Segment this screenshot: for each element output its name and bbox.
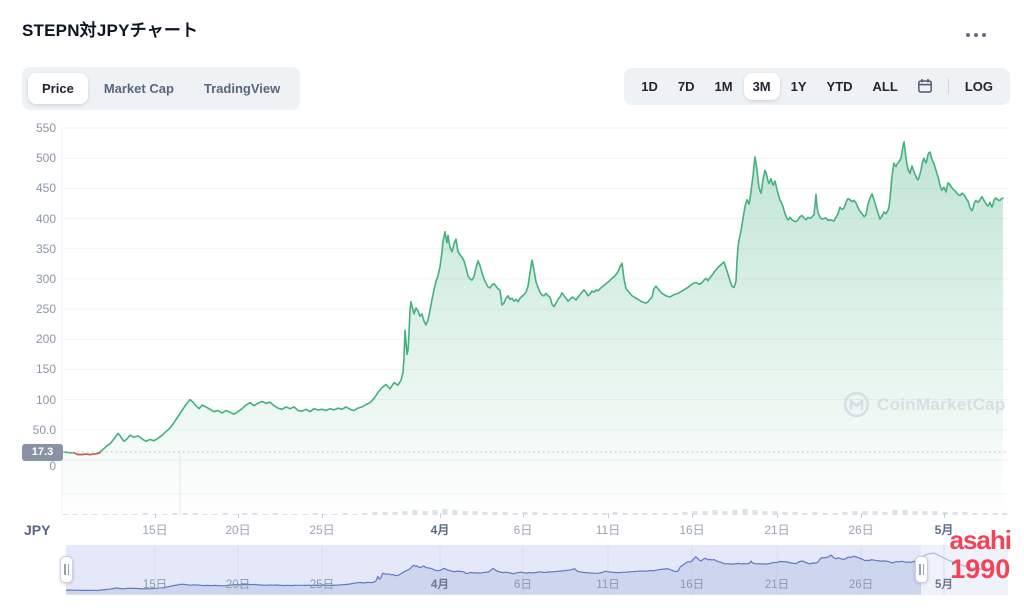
tab-tradingview[interactable]: TradingView [203,81,281,96]
coinmarketcap-watermark: CoinMarketCap [843,391,1006,418]
grip [64,564,66,575]
grip [919,564,921,575]
navigator-line [66,554,922,591]
page-title: STEPN対JPYチャート [22,21,199,40]
x-axis-label: 5月 [934,523,954,537]
watermark-text: CoinMarketCap [877,394,1006,414]
x-axis-label: 15日 [142,523,168,537]
dot [982,33,986,37]
y-axis-label: 250 [35,302,56,317]
range-1m[interactable]: 1M [714,79,733,94]
x-axis-label: 25日 [309,523,335,537]
y-axis-label: 300 [35,271,56,286]
range-7d[interactable]: 7D [677,79,695,94]
y-axis-label: 0 [49,459,56,473]
navigator-axis-label: 21日 [764,579,790,591]
y-axis-label: 500 [35,151,56,166]
y-axis-label: 350 [35,241,56,256]
navigator-area [66,555,921,595]
navigator-chart [66,545,989,595]
grip [67,564,69,575]
tab-price[interactable]: Price [28,73,88,104]
y-axis-label: 400 [35,211,56,226]
navigator-axis-label: 20日 [225,579,251,591]
calendar-icon[interactable] [909,73,941,101]
navigator-axis-label: 16日 [679,579,705,591]
y-axis-label: 550 [35,121,56,135]
navigator-axis-label: 6日 [514,579,532,591]
y-axis-label: 450 [35,181,56,196]
dot [974,33,978,37]
grip [922,564,924,575]
range-1y[interactable]: 1Y [790,79,807,94]
x-axis-label: 11日 [595,523,621,537]
navigator-selected-region[interactable] [66,545,921,595]
dot [966,33,970,37]
range-navigator[interactable]: 15日 20日 25日 4月 6日 11日 16日 21日 26日 5月 [60,545,1008,595]
price-area [62,141,1003,516]
range-3m[interactable]: 3M [743,73,780,100]
navigator-right-handle[interactable] [915,556,928,583]
currency-unit-label: JPY [24,522,51,538]
price-line [61,141,1004,456]
range-ytd[interactable]: YTD [826,79,853,94]
chart-type-tabs: Price Market Cap TradingView [22,67,301,110]
navigator-left-handle[interactable] [60,556,73,583]
navigator-axis-label: 4月 [431,579,449,591]
navigator-axis-label: 5月 [935,579,953,591]
navigator-axis-label: 25日 [309,579,335,591]
x-axis-label: 21日 [764,523,790,537]
x-axis-label: 20日 [225,523,251,537]
log-scale-button[interactable]: LOG [964,79,993,94]
navigator-axis-label: 26日 [848,579,874,591]
y-axis-label: 200 [35,332,56,347]
tab-market-cap[interactable]: Market Cap [103,81,174,96]
time-range-bar: 1D 7D 1M 3M 1Y YTD ALL LOG [624,68,1010,105]
x-axis-label: 6日 [513,523,533,537]
volume-bar [1002,513,1008,515]
divider [947,79,949,94]
x-axis-label: 4月 [430,523,450,537]
range-1d[interactable]: 1D [641,79,658,94]
y-axis-label: 150 [35,362,56,377]
current-price-badge: 17.3 [22,443,63,461]
navigator-axis-label: 15日 [142,579,168,591]
price-line-down-segment [73,452,101,456]
more-options-icon[interactable] [966,28,994,42]
navigator-axis-label: 11日 [596,579,620,591]
range-all[interactable]: ALL [872,79,898,94]
y-axis-label: 100 [35,392,56,407]
x-axis-label: 16日 [679,523,705,537]
coinmarketcap-logo-icon [843,391,870,418]
x-axis-label: 26日 [848,523,874,537]
navigator-line-unselected [920,552,989,571]
y-axis-label: 50.0 [32,422,56,437]
